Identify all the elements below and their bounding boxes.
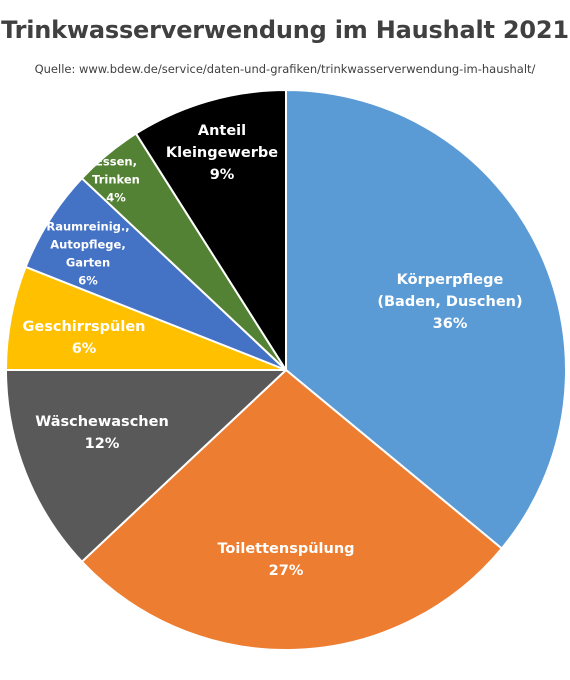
chart-source: Quelle: www.bdew.de/service/daten-und-gr… [34, 62, 536, 76]
pie-slices [5, 89, 567, 651]
slice-label-line: Essen, [95, 155, 137, 169]
slice-label-line: Kleingewerbe [166, 145, 278, 161]
pie-labels: Körperpflege (Baden, Duschen) 36% Toiletten… [22, 123, 522, 579]
pie-slice-2 [80, 369, 503, 651]
slice-percent: 6% [78, 274, 98, 288]
slice-label-6: Essen, Trinken 4% [92, 155, 140, 205]
slice-label-2: Toilettenspülung 27% [217, 541, 354, 579]
slice-label-5: Raumreinig., Autopflege, Garten 6% [46, 220, 129, 288]
slice-percent: 36% [433, 316, 468, 332]
slice-label-7: Anteil Kleingewerbe 9% [166, 123, 278, 183]
slice-percent: 27% [269, 563, 304, 579]
slice-percent: 9% [210, 167, 235, 183]
slice-label-line: Raumreinig., [46, 220, 129, 234]
slice-percent: 6% [72, 341, 97, 357]
chart-title: Trinkwasserverwendung im Haushalt 2021 [1, 16, 569, 44]
slice-label-line: Trinken [92, 173, 140, 187]
slice-label-line: (Baden, Duschen) [377, 294, 522, 310]
slice-label-1: Körperpflege (Baden, Duschen) 36% [377, 272, 522, 332]
slice-label-line: Geschirrspülen [22, 319, 145, 335]
slice-label-4: Geschirrspülen 6% [22, 319, 145, 357]
slice-label-line: Körperpflege [397, 272, 504, 288]
slice-label-line: Toilettenspülung [217, 541, 354, 557]
slice-label-3: Wäschewaschen 12% [35, 414, 169, 452]
pie-slice-1 [285, 89, 567, 550]
slice-label-line: Wäschewaschen [35, 414, 169, 430]
pie-slice-7 [134, 89, 287, 371]
pie-slice-3 [5, 369, 287, 563]
slice-label-line: Anteil [198, 123, 246, 139]
slice-label-line: Garten [66, 256, 110, 270]
slice-percent: 12% [85, 436, 120, 452]
slice-percent: 4% [106, 191, 126, 205]
slice-label-line: Autopflege, [50, 238, 125, 252]
